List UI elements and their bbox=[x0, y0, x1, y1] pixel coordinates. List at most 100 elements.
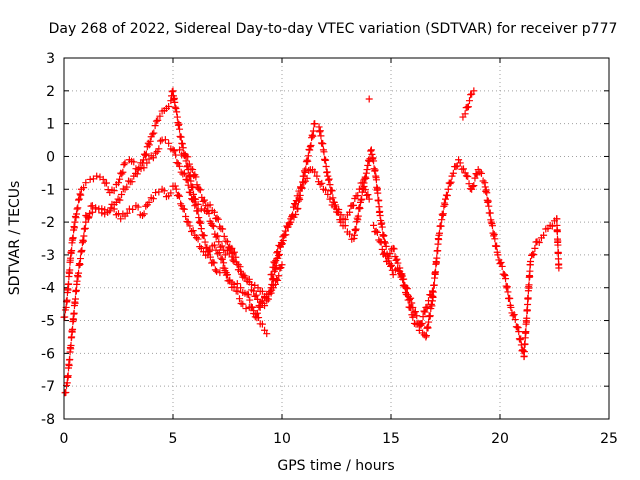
data-point bbox=[531, 244, 539, 252]
data-point bbox=[411, 308, 419, 316]
data-point bbox=[251, 313, 259, 321]
data-point bbox=[300, 179, 308, 187]
data-point bbox=[439, 210, 447, 218]
y-tick-label: 2 bbox=[46, 84, 55, 100]
data-point bbox=[309, 132, 317, 140]
data-point bbox=[459, 165, 467, 173]
data-point bbox=[335, 209, 343, 217]
data-point bbox=[308, 131, 316, 139]
data-point bbox=[387, 262, 395, 270]
data-point bbox=[149, 195, 157, 203]
data-point bbox=[524, 294, 532, 302]
data-point bbox=[504, 288, 512, 296]
data-point bbox=[172, 151, 180, 159]
data-point bbox=[213, 267, 221, 275]
data-point bbox=[123, 209, 131, 217]
y-tick-label: -3 bbox=[41, 248, 55, 264]
data-point bbox=[268, 281, 276, 289]
data-point bbox=[465, 97, 473, 105]
data-point bbox=[165, 139, 173, 147]
data-point bbox=[247, 280, 255, 288]
data-point bbox=[224, 271, 231, 279]
series-isolated bbox=[365, 95, 373, 103]
series-arc-7 bbox=[459, 87, 478, 121]
data-point bbox=[178, 140, 186, 148]
data-point bbox=[192, 173, 200, 181]
data-point bbox=[526, 267, 534, 275]
data-point bbox=[129, 205, 137, 213]
data-point bbox=[145, 198, 153, 206]
data-point bbox=[62, 388, 70, 396]
data-point bbox=[485, 202, 493, 210]
data-point bbox=[483, 189, 491, 197]
data-point bbox=[285, 219, 293, 227]
data-point bbox=[204, 251, 212, 259]
data-point bbox=[66, 355, 74, 363]
data-point bbox=[540, 231, 548, 239]
data-point bbox=[304, 152, 312, 160]
data-point bbox=[325, 176, 333, 184]
data-point bbox=[244, 291, 252, 299]
data-point bbox=[316, 127, 324, 135]
data-point bbox=[371, 166, 379, 174]
grid-layer bbox=[64, 58, 609, 419]
data-point bbox=[110, 187, 118, 195]
data-point bbox=[436, 229, 444, 237]
data-point bbox=[123, 183, 131, 191]
data-point bbox=[523, 306, 531, 314]
data-point bbox=[184, 153, 192, 161]
data-point bbox=[172, 185, 180, 193]
data-point bbox=[407, 294, 415, 302]
data-point bbox=[346, 208, 354, 216]
data-point bbox=[464, 172, 472, 180]
x-tick-label: 20 bbox=[491, 431, 509, 447]
data-point bbox=[408, 299, 416, 307]
data-point bbox=[395, 267, 403, 275]
data-point bbox=[272, 257, 280, 265]
data-point bbox=[394, 259, 402, 267]
data-point bbox=[125, 177, 133, 185]
data-point bbox=[197, 219, 205, 227]
data-point bbox=[220, 232, 228, 240]
data-point bbox=[354, 212, 362, 220]
data-point bbox=[491, 235, 499, 243]
data-point bbox=[519, 347, 527, 355]
data-point bbox=[194, 235, 202, 243]
data-point bbox=[213, 232, 221, 240]
data-point bbox=[156, 137, 164, 145]
data-point bbox=[155, 145, 163, 153]
data-point bbox=[210, 259, 218, 267]
data-point bbox=[99, 175, 107, 183]
data-point bbox=[167, 189, 175, 197]
data-point bbox=[237, 284, 245, 292]
data-point bbox=[375, 196, 383, 204]
data-point bbox=[494, 251, 502, 259]
data-point bbox=[316, 128, 324, 136]
data-point bbox=[78, 246, 86, 254]
data-point bbox=[322, 162, 330, 170]
series-arc-5 bbox=[267, 120, 436, 334]
data-point bbox=[382, 252, 390, 260]
data-point bbox=[364, 161, 372, 169]
data-point bbox=[415, 320, 423, 328]
data-point bbox=[186, 222, 194, 230]
data-point bbox=[267, 284, 275, 292]
data-point bbox=[421, 308, 429, 316]
data-point bbox=[93, 172, 101, 180]
data-point bbox=[419, 313, 427, 321]
data-point bbox=[138, 159, 146, 167]
data-point bbox=[396, 267, 404, 275]
data-point bbox=[278, 240, 286, 248]
data-point bbox=[74, 204, 82, 212]
data-point bbox=[403, 291, 411, 299]
data-point bbox=[214, 215, 222, 223]
data-point bbox=[219, 225, 227, 233]
data-point bbox=[515, 328, 523, 336]
data-point bbox=[200, 196, 208, 204]
data-point bbox=[191, 195, 199, 203]
data-point bbox=[128, 178, 136, 186]
data-point bbox=[453, 162, 461, 170]
data-point bbox=[228, 244, 236, 252]
data-point bbox=[82, 179, 90, 187]
